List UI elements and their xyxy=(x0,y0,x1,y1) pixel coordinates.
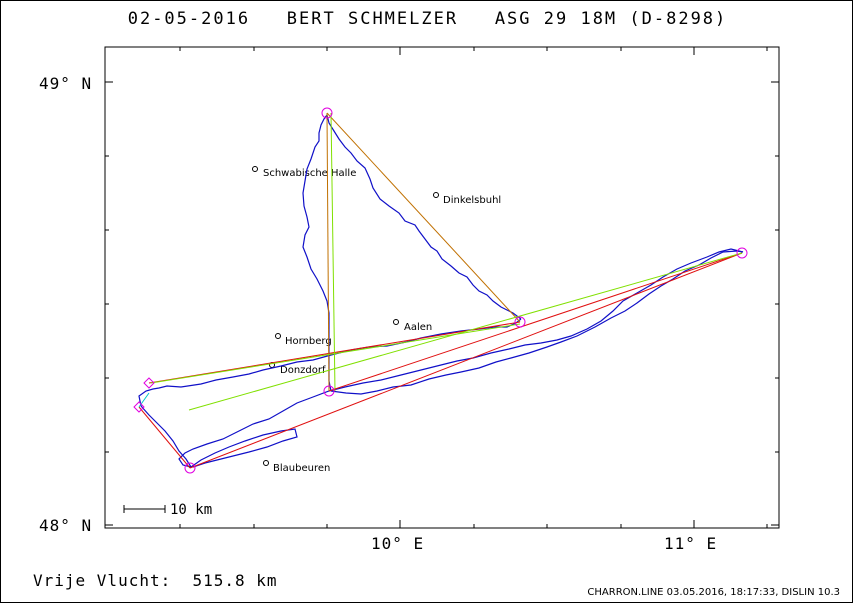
task-leg xyxy=(150,323,521,384)
flight-header: 02-05-2016 BERT SCHMELZER ASG 29 18M (D-… xyxy=(1,9,853,29)
track-segment xyxy=(140,405,192,468)
task-leg xyxy=(326,112,521,323)
turnpoints xyxy=(133,107,748,474)
task-legs xyxy=(138,112,743,469)
track-segment xyxy=(330,250,744,395)
flight-distance: Vrije Vlucht: 515.8 km xyxy=(33,571,278,590)
task-leg xyxy=(326,112,330,392)
flight-date: 02-05-2016 xyxy=(127,9,251,29)
town-label: Blaubeuren xyxy=(273,463,330,474)
task-leg xyxy=(138,406,191,469)
axis-ticks xyxy=(105,47,779,528)
town-label: Dinkelsbuhl xyxy=(443,195,501,206)
scale-bar: 10 km xyxy=(123,502,212,518)
task-leg xyxy=(328,252,743,392)
lat-label-49: 49° N xyxy=(39,74,92,93)
track-segment xyxy=(326,114,522,320)
town-markers: Schwabische Halle Dinkelsbuhl Aalen Horn… xyxy=(252,166,501,474)
map-frame xyxy=(104,46,780,529)
turnpoint-marker xyxy=(323,385,335,397)
scale-label: 10 km xyxy=(170,502,212,518)
lon-label-11: 11° E xyxy=(664,534,717,553)
turnpoint-marker xyxy=(736,247,748,259)
task-leg xyxy=(189,252,743,469)
town-label: Schwabische Halle xyxy=(263,168,356,179)
credit-line: CHARRON.LINE 03.05.2016, 18:17:33, DISLI… xyxy=(587,587,840,598)
town-marker xyxy=(252,166,258,172)
town-label: Donzdorf xyxy=(280,365,326,376)
start-marker xyxy=(143,377,155,389)
finish-marker xyxy=(133,401,145,413)
task-leg xyxy=(188,252,743,411)
turnpoint-marker xyxy=(321,107,333,119)
flight-track xyxy=(138,114,744,468)
town-label: Aalen xyxy=(404,322,432,333)
glider-name: ASG 29 18M (D-8298) xyxy=(494,9,728,29)
lat-label-48: 48° N xyxy=(39,516,92,535)
town-label: Hornberg xyxy=(285,336,332,347)
town-marker xyxy=(263,460,269,466)
turnpoint-marker xyxy=(184,462,196,474)
lon-label-10: 10° E xyxy=(371,534,424,553)
task-leg xyxy=(330,112,336,392)
town-marker xyxy=(393,319,399,325)
track-segment xyxy=(302,114,332,392)
town-marker xyxy=(433,192,439,198)
pilot-name: BERT SCHMELZER xyxy=(286,9,459,29)
town-marker xyxy=(275,333,281,339)
track-segment xyxy=(190,428,298,468)
task-leg xyxy=(138,392,150,408)
turnpoint-marker xyxy=(514,316,526,328)
